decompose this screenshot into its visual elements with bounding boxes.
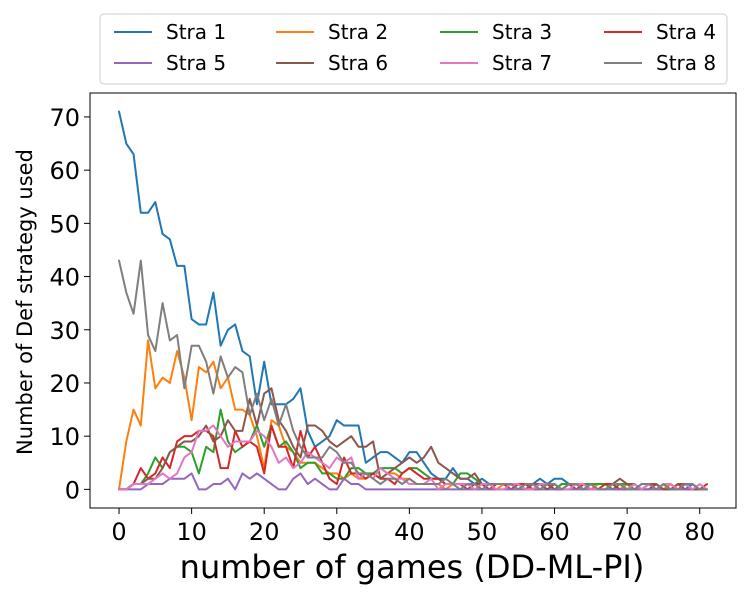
series-line-4	[118, 424, 708, 491]
y-tick-label: 20	[49, 370, 80, 398]
legend-label-3: Stra 3	[492, 20, 552, 44]
legend-label-2: Stra 2	[328, 20, 388, 44]
y-tick-label: 10	[49, 423, 80, 451]
legend-label-8: Stra 8	[656, 51, 716, 75]
x-axis-ticks: 0 10 20 30 40 50 60 70 80	[111, 508, 715, 546]
y-tick-label: 40	[49, 264, 80, 292]
x-tick-label: 70	[612, 518, 643, 546]
y-tick-label: 30	[49, 317, 80, 345]
x-tick-label: 30	[322, 518, 353, 546]
y-axis-ticks: 0 10 20 30 40 50 60 70	[49, 104, 90, 504]
x-tick-label: 60	[539, 518, 570, 546]
legend-items: Stra 1 Stra 2 Stra 3 Stra 4 Stra 5 Stra 6 Stra…	[114, 20, 716, 75]
series-line-8	[118, 259, 708, 491]
y-tick-label: 60	[49, 157, 80, 185]
legend-box	[99, 13, 728, 85]
x-tick-label: 50	[467, 518, 498, 546]
y-axis-label: Number of Def strategy used	[13, 149, 37, 455]
legend-label-7: Stra 7	[492, 51, 552, 75]
legend: Stra 1 Stra 2 Stra 3 Stra 4 Stra 5 Stra 6 Stra…	[99, 13, 728, 85]
x-tick-label: 0	[111, 518, 126, 546]
legend-label-5: Stra 5	[166, 51, 226, 75]
y-tick-label: 70	[49, 104, 80, 132]
x-tick-label: 40	[394, 518, 425, 546]
plot-area: 0 10 20 30 40 50 60 70 80 0 10 20 30 40 50 60 70	[49, 92, 737, 546]
y-tick-label: 0	[65, 476, 80, 504]
legend-label-6: Stra 6	[328, 51, 388, 75]
x-tick-label: 10	[176, 518, 207, 546]
series-line-5	[118, 472, 708, 491]
plot-frame	[89, 92, 737, 509]
x-tick-label: 80	[684, 518, 715, 546]
series-lines	[118, 110, 708, 491]
x-axis-label: number of games (DD-ML-PI)	[180, 548, 645, 586]
y-tick-label: 50	[49, 210, 80, 238]
x-tick-label: 20	[249, 518, 280, 546]
legend-label-1: Stra 1	[166, 20, 226, 44]
legend-label-4: Stra 4	[656, 20, 716, 44]
